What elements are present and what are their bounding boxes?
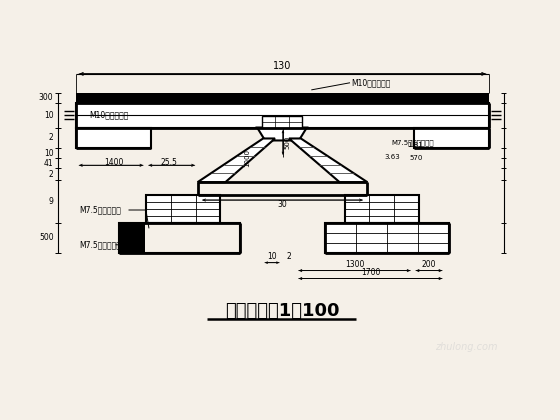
Text: 30: 30: [277, 200, 287, 209]
Text: M7.5砂浆三七灰缝: M7.5砂浆三七灰缝: [391, 139, 434, 146]
Text: 拱桥立面图1：100: 拱桥立面图1：100: [225, 302, 339, 320]
Bar: [76, 128, 151, 148]
Text: 2: 2: [287, 252, 291, 261]
Text: 1000: 1000: [244, 149, 250, 167]
Polygon shape: [198, 139, 275, 182]
Bar: [76, 93, 489, 103]
Polygon shape: [257, 128, 307, 140]
Text: 10: 10: [267, 252, 277, 261]
Text: 41: 41: [44, 159, 54, 168]
Text: zhulong.com: zhulong.com: [436, 342, 498, 352]
Text: M10砂浆砌毛石: M10砂浆砌毛石: [352, 79, 391, 87]
Text: 1.81: 1.81: [407, 142, 423, 148]
Text: M10砂浆砌毛石: M10砂浆砌毛石: [89, 110, 129, 120]
Bar: [76, 103, 489, 128]
Text: 2: 2: [49, 170, 54, 179]
Text: 1400: 1400: [104, 158, 124, 167]
Text: M7.5砂浆三夹板: M7.5砂浆三夹板: [80, 240, 121, 249]
Bar: [414, 128, 489, 148]
Text: 500: 500: [284, 136, 290, 149]
Text: 9: 9: [49, 197, 54, 206]
Text: 3.63: 3.63: [384, 155, 400, 160]
Text: 570: 570: [409, 155, 422, 161]
Text: 10: 10: [44, 110, 54, 120]
Polygon shape: [289, 139, 367, 182]
Text: 200: 200: [422, 260, 436, 269]
Bar: [119, 223, 240, 253]
Text: 500: 500: [39, 234, 54, 242]
Text: 1700: 1700: [361, 268, 380, 276]
Text: 130: 130: [273, 61, 292, 71]
Bar: [325, 223, 449, 253]
Bar: [262, 116, 302, 128]
Text: 25.5: 25.5: [160, 158, 177, 167]
Text: 300: 300: [39, 93, 54, 102]
Text: 10: 10: [44, 149, 54, 158]
Text: M7.5砂浆砌毛石: M7.5砂浆砌毛石: [80, 205, 121, 215]
Bar: [119, 223, 145, 253]
Bar: [344, 195, 419, 223]
Bar: [146, 195, 221, 223]
Text: 1300: 1300: [345, 260, 364, 269]
Text: 2: 2: [49, 134, 54, 142]
